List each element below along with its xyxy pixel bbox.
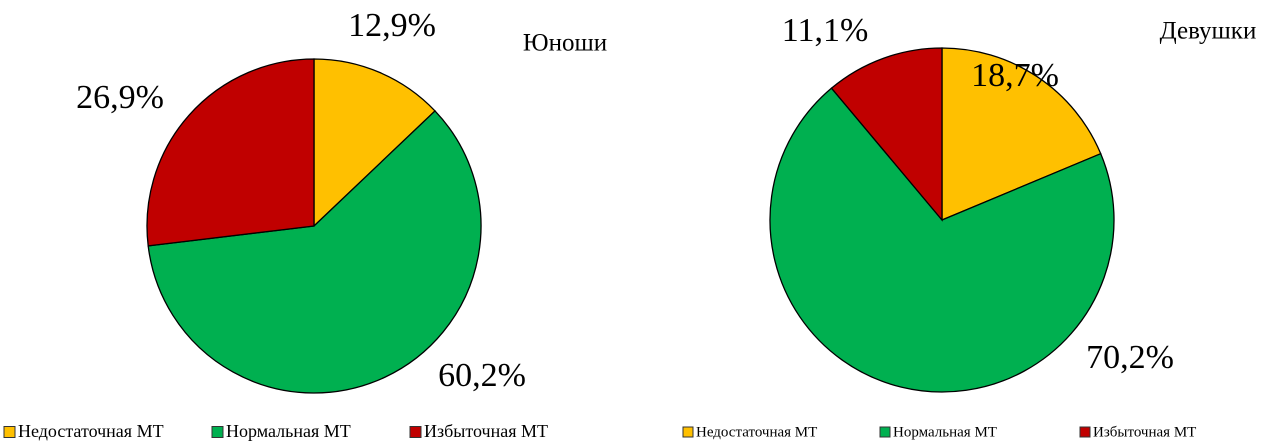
chart-title: Юноши (523, 30, 607, 57)
pie-slice (147, 109, 482, 394)
legend-label: Недостаточная МТ (696, 424, 817, 440)
legend-label: Избыточная МТ (424, 421, 548, 441)
legend-label: Избыточная МТ (1093, 424, 1196, 440)
legend-swatch (1079, 426, 1091, 438)
pie-slice (941, 47, 1102, 221)
legend-swatch (211, 426, 224, 438)
legend-swatch (682, 426, 694, 438)
legend-label: Недостаточная МТ (18, 421, 164, 441)
legend-swatch (409, 426, 422, 438)
pie-slice (313, 58, 436, 228)
data-label: 12,9% (348, 7, 436, 44)
pie-slice (830, 47, 943, 222)
pie-slice (769, 87, 1115, 393)
legend-label: Нормальная МТ (226, 421, 351, 441)
pie-slice (146, 58, 315, 247)
data-label: 70,2% (1086, 339, 1174, 376)
data-label: 26,9% (76, 79, 164, 116)
legend-swatch (3, 426, 16, 438)
legend-swatch (879, 426, 891, 438)
data-label: 60,2% (438, 357, 526, 394)
data-label: 11,1% (782, 12, 869, 49)
chart-title: Девушки (1160, 18, 1257, 45)
legend-label: Нормальная МТ (893, 424, 997, 440)
data-label: 18,7% (971, 57, 1059, 94)
